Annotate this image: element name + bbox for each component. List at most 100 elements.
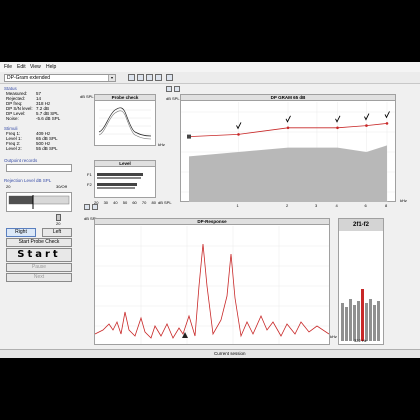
menu-help[interactable]: Help (46, 64, 57, 70)
dpgram-xtick: 3 (314, 203, 318, 208)
start-probe-check-button[interactable]: Start Probe Check (6, 238, 72, 247)
status-bar: Current session (0, 349, 420, 358)
level-f2-bar (97, 183, 137, 186)
rejection-meter-graphic (8, 195, 70, 209)
pause-button[interactable]: Pause (6, 263, 72, 272)
dpresponse-chart (95, 226, 329, 344)
status-label: DP freq: (6, 101, 23, 106)
check-icon (236, 122, 242, 130)
left-ear-button[interactable]: Left (42, 228, 72, 237)
menu-view[interactable]: View (30, 64, 41, 70)
chevron-down-icon: ▾ (108, 75, 115, 81)
stimuli-value: 409 Hz (36, 131, 51, 136)
dpresponse-title: DP-Response (95, 219, 329, 225)
dpgram-xtick: 8 (385, 203, 388, 208)
menu-file[interactable]: File (4, 64, 13, 70)
stimuli-label: Freq 1: (6, 131, 21, 136)
dpresponse-yunit: dB SPL (84, 216, 98, 221)
noise-floor-area (189, 145, 387, 202)
stimuli-value: 65 dB SPL (36, 136, 58, 141)
dpgram-title: DP GRAM 65 dB (181, 95, 395, 101)
level-f1-label: F1 (87, 172, 92, 177)
status-value: 14 (36, 96, 42, 101)
next-button[interactable]: Next (6, 273, 72, 282)
dpgram-xticks: 1 2 3 4 6 8 (180, 203, 396, 209)
status-label: DP Level: (6, 111, 26, 116)
rejection-slider-handle[interactable] (56, 214, 61, 221)
scroll-down-icon[interactable] (92, 204, 98, 210)
dpgram-xtick: 4 (335, 203, 338, 208)
snr-xunit: kHz (330, 334, 337, 339)
protocol-value: DP-Gram extended (7, 75, 51, 81)
level-tick: 40 (113, 200, 118, 205)
scroll-up-icon[interactable] (84, 204, 90, 210)
dp-level-line (188, 123, 388, 137)
print-icon[interactable] (137, 74, 144, 81)
level-tick: 80 (151, 200, 156, 205)
dp-point (336, 126, 339, 130)
level-xunit: dB SPL (158, 200, 172, 205)
status-value: 5.7 dB SPL (36, 111, 59, 116)
outpoint-title: Outpoint records (4, 158, 38, 163)
protocol-dropdown[interactable]: DP-Gram extended ▾ (4, 74, 116, 82)
status-label: Rejected: (6, 96, 26, 101)
dpresponse-panel: DP-Response (94, 218, 330, 345)
right-ear-button[interactable]: Right (6, 228, 36, 237)
rejection-level-meter (6, 192, 72, 212)
dp-point (365, 124, 368, 127)
level-panel: Level F1 F2 (87, 160, 156, 198)
start-button[interactable]: Start (6, 248, 72, 262)
dpgram-xtick: 1 (236, 203, 239, 208)
export-icon[interactable] (155, 74, 162, 81)
status-label: Measured: (6, 91, 28, 96)
level-tick: 50 (122, 200, 128, 205)
level-tick: 20 (94, 200, 99, 205)
level-title: Level (95, 161, 155, 167)
menu-bar: File Edit View Help (0, 62, 420, 72)
dp-point (237, 133, 240, 136)
stimuli-label: Level 1: (6, 136, 22, 141)
status-value: -5.6 dB SPL (36, 116, 61, 121)
dpgram-yunit: dB SPL (166, 96, 180, 101)
snr-freq: 322 Hz (354, 338, 367, 343)
level-tick: 30 (103, 200, 109, 205)
check-icon (335, 115, 341, 123)
app-window: File Edit View Help DP-Gram extended ▾ S… (0, 62, 420, 358)
level-f1-bar (97, 173, 143, 176)
snr-chart (341, 289, 380, 341)
level-f2-label: F2 (87, 182, 92, 187)
dp-point (385, 122, 389, 125)
dp-point (286, 126, 290, 130)
probe-check-title: Probe check (95, 95, 155, 101)
left-control-panel: Status Measured: 57 Rejected: 14 DP freq… (4, 86, 76, 358)
status-label: DP S/N level: (6, 106, 33, 111)
stimuli-label: Level 2: (6, 146, 22, 151)
probe-check-panel: Probe check (94, 94, 156, 146)
status-value: 57 (36, 91, 42, 96)
save-icon[interactable] (128, 74, 135, 81)
settings-icon[interactable] (166, 74, 173, 81)
dpgram-xunit: kHz (400, 198, 407, 203)
stimuli-value: 55 dB SPL (36, 146, 58, 151)
level-tick: 60 (132, 200, 137, 205)
stimuli-value: 500 Hz (36, 141, 51, 146)
toolbar: DP-Gram extended ▾ (0, 72, 420, 84)
menu-edit[interactable]: Edit (17, 64, 26, 70)
snr-title: 2f1-f2 (339, 219, 383, 231)
status-label: Noise: (6, 116, 19, 121)
scroll-up-icon[interactable] (166, 86, 172, 92)
dpgram-xtick: 6 (364, 203, 367, 208)
stimuli-section-title: Stimuli (4, 126, 18, 131)
outpoint-select[interactable] (6, 164, 72, 172)
status-value: 318 Hz (36, 101, 51, 106)
status-value: 7.2 dB (36, 106, 50, 111)
status-section-title: Status (4, 86, 17, 91)
report-icon[interactable] (146, 74, 153, 81)
snr-panel: 2f1-f2 (338, 218, 384, 345)
level-f2-bar-target (97, 187, 135, 189)
scroll-down-icon[interactable] (174, 86, 180, 92)
level-f1-bar-target (97, 177, 141, 179)
session-label: Current session (214, 351, 246, 356)
probe-check-yunit: dB SPL (80, 94, 94, 99)
check-icon (364, 113, 370, 121)
